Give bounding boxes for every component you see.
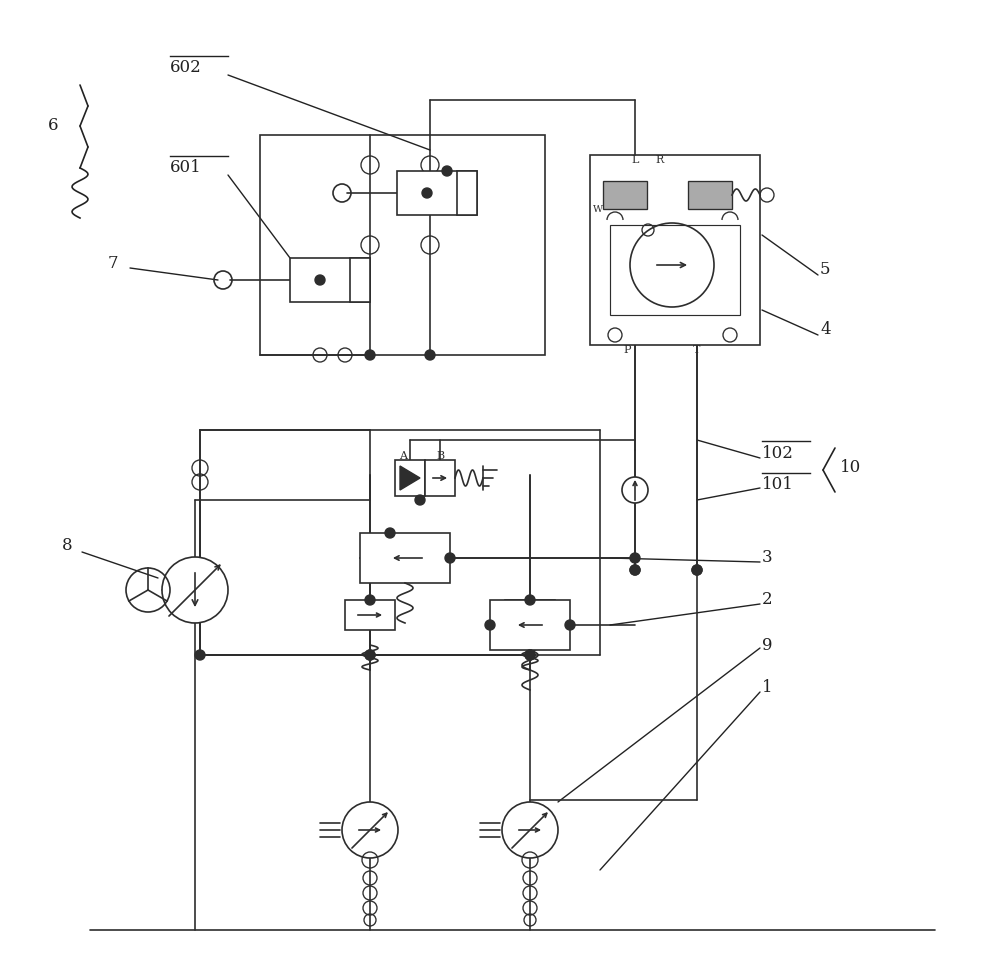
- Bar: [595, 160, 755, 340]
- Bar: [345, 600, 395, 630]
- Circle shape: [630, 565, 640, 575]
- Bar: [603, 181, 647, 209]
- Text: 102: 102: [762, 444, 794, 462]
- Text: W: W: [593, 205, 603, 215]
- Text: 101: 101: [762, 476, 794, 494]
- Circle shape: [565, 620, 575, 630]
- Circle shape: [630, 565, 640, 575]
- Circle shape: [162, 557, 228, 623]
- Text: P: P: [416, 496, 424, 506]
- Circle shape: [365, 595, 375, 605]
- Text: A: A: [399, 451, 407, 461]
- Text: 3: 3: [762, 549, 773, 567]
- Bar: [360, 533, 450, 583]
- Bar: [457, 171, 477, 215]
- Bar: [688, 181, 732, 209]
- Bar: [610, 225, 740, 315]
- Circle shape: [342, 802, 398, 858]
- Text: 1: 1: [762, 679, 773, 697]
- Text: 601: 601: [170, 159, 202, 177]
- Circle shape: [365, 650, 375, 660]
- Text: 6: 6: [48, 118, 58, 134]
- Circle shape: [692, 565, 702, 575]
- Circle shape: [385, 528, 395, 538]
- Text: 9: 9: [762, 637, 772, 653]
- Text: 7: 7: [108, 255, 119, 271]
- Circle shape: [415, 495, 425, 505]
- Circle shape: [195, 650, 205, 660]
- Text: P: P: [623, 345, 631, 355]
- Text: B: B: [436, 451, 444, 461]
- Circle shape: [365, 350, 375, 360]
- Circle shape: [525, 650, 535, 660]
- Circle shape: [365, 650, 375, 660]
- Circle shape: [485, 620, 495, 630]
- Circle shape: [525, 595, 535, 605]
- Circle shape: [425, 350, 435, 360]
- Circle shape: [422, 188, 432, 198]
- Circle shape: [442, 166, 452, 176]
- Bar: [350, 258, 370, 302]
- Text: L: L: [631, 155, 639, 165]
- Bar: [260, 135, 545, 355]
- Circle shape: [622, 477, 648, 503]
- Circle shape: [502, 802, 558, 858]
- Text: 5: 5: [820, 261, 830, 279]
- Bar: [490, 600, 570, 650]
- Bar: [590, 155, 760, 345]
- Bar: [425, 460, 455, 496]
- Bar: [290, 258, 370, 302]
- Bar: [397, 171, 477, 215]
- Bar: [505, 600, 555, 630]
- Circle shape: [630, 553, 640, 563]
- Text: R: R: [656, 155, 664, 165]
- Bar: [395, 460, 425, 496]
- Circle shape: [692, 565, 702, 575]
- Text: 4: 4: [820, 322, 831, 338]
- Text: 602: 602: [170, 59, 202, 77]
- Polygon shape: [400, 466, 420, 490]
- Circle shape: [525, 650, 535, 660]
- Text: 10: 10: [840, 460, 861, 476]
- Text: 8: 8: [62, 537, 73, 553]
- Text: T: T: [693, 345, 701, 355]
- Circle shape: [445, 553, 455, 563]
- Text: 2: 2: [762, 592, 773, 608]
- Circle shape: [630, 223, 714, 307]
- Circle shape: [315, 275, 325, 285]
